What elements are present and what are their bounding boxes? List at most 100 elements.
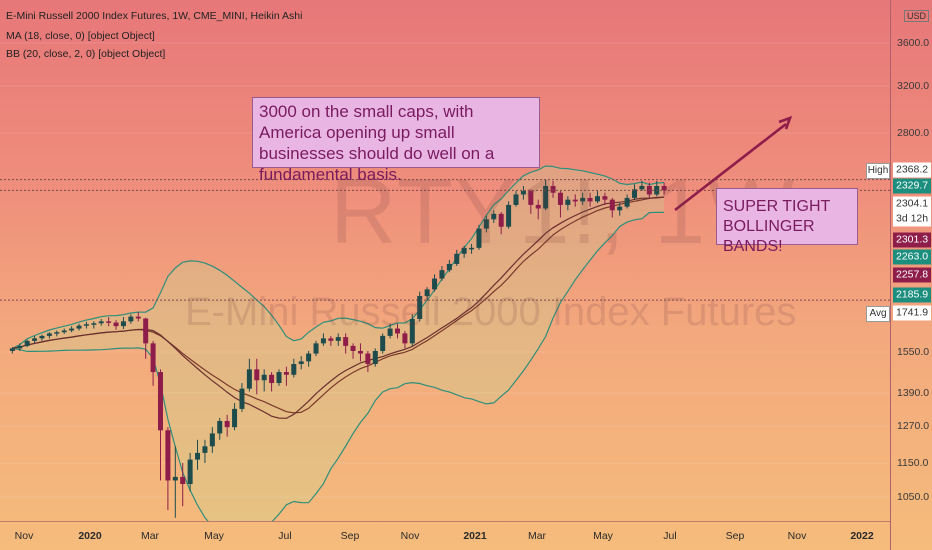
time-tick: May <box>204 530 224 542</box>
time-tick: 2022 <box>850 530 874 542</box>
candle-body <box>335 337 341 341</box>
price-tick: 3200.0 <box>897 80 930 92</box>
candle-body <box>609 199 615 211</box>
price-badge: 2257.8 <box>893 267 931 283</box>
candle-body <box>187 459 193 485</box>
time-tick: Mar <box>527 530 547 542</box>
candle-body <box>98 321 104 324</box>
candle-body <box>580 197 586 202</box>
price-pane[interactable]: RTY1!, 1W E-Mini Russell 2000 Index Futu… <box>0 0 890 521</box>
candle-body <box>239 388 245 409</box>
candle-body <box>439 270 445 279</box>
candle-body <box>343 337 349 346</box>
candle-body <box>224 420 230 428</box>
candle-body <box>54 332 60 334</box>
bb-legend[interactable]: BB (20, close, 2, 0) [object Object] <box>6 48 166 60</box>
candle-body <box>432 278 438 290</box>
price-tick: 1550.0 <box>897 346 930 358</box>
time-tick: Sep <box>340 530 360 542</box>
candle-body <box>424 289 430 297</box>
time-tick: Nov <box>14 530 34 542</box>
price-badge: 2301.3 <box>893 232 931 248</box>
price-tick: 2800.0 <box>897 127 930 139</box>
candle-body <box>639 185 645 190</box>
candle-body <box>113 322 119 327</box>
candle-body <box>106 321 112 323</box>
currency-label[interactable]: USD <box>904 10 930 22</box>
candle-body <box>483 219 489 229</box>
chart-title-legend[interactable]: E-Mini Russell 2000 Index Futures, 1W, C… <box>6 10 303 22</box>
candle-body <box>24 340 30 346</box>
candle-body <box>320 338 326 344</box>
candle-body <box>491 213 497 220</box>
candle-body <box>520 191 526 195</box>
candle-body <box>9 348 15 351</box>
candle-body <box>409 318 415 344</box>
candle-body <box>469 247 475 250</box>
candle-body <box>328 338 334 341</box>
candle-body <box>246 369 252 389</box>
candle-body <box>372 350 378 365</box>
candle-body <box>17 345 23 349</box>
candle-body <box>565 199 571 205</box>
candle-body <box>261 374 267 381</box>
time-tick: Sep <box>725 530 745 542</box>
price-badge: 2329.7 <box>893 178 931 194</box>
note-tight-bands[interactable]: SUPER TIGHT BOLLINGER BANDS! <box>716 188 858 255</box>
candle-body <box>506 204 512 227</box>
candle-body <box>135 316 141 319</box>
candle-body <box>128 316 134 322</box>
candle-body <box>291 364 297 375</box>
ma-legend[interactable]: MA (18, close, 0) [object Object] <box>6 30 155 42</box>
candle-body <box>550 185 556 193</box>
time-tick: May <box>593 530 613 542</box>
time-axis[interactable]: Nov 2020 Mar May Jul Sep Nov 2021 Mar Ma… <box>0 521 890 550</box>
candle-body <box>543 185 549 209</box>
candle-body <box>417 296 423 319</box>
price-tick: 1050.0 <box>897 491 930 503</box>
last-price-badge: 2304.1 <box>893 196 931 212</box>
time-tick: Nov <box>400 530 420 542</box>
price-badge: 2185.9 <box>893 287 931 303</box>
candle-body <box>387 328 393 336</box>
candle-body <box>32 338 38 341</box>
candle-body <box>454 253 460 264</box>
candle-body <box>180 476 186 485</box>
time-tick: 2020 <box>78 530 102 542</box>
candle-body <box>172 476 178 481</box>
time-tick: Mar <box>140 530 160 542</box>
candle-body <box>202 446 208 453</box>
candles <box>9 179 667 518</box>
candle-body <box>46 333 52 336</box>
candle-body <box>232 408 238 428</box>
candle-body <box>498 213 504 227</box>
bar-countdown-badge: 3d 12h <box>893 211 931 227</box>
note-fundamental[interactable]: 3000 on the small caps, with America ope… <box>252 97 540 184</box>
candle-body <box>587 197 593 202</box>
bollinger-lower-line <box>12 211 665 521</box>
candle-body <box>476 228 482 248</box>
candle-body <box>602 196 608 200</box>
candle-body <box>76 325 82 329</box>
arrow-head <box>778 115 793 130</box>
high-badge: 2368.2 <box>893 162 931 178</box>
avg-label: Avg <box>866 306 890 322</box>
candle-body <box>195 452 201 460</box>
candle-body <box>61 330 67 333</box>
candle-body <box>446 263 452 271</box>
candle-body <box>217 420 223 434</box>
price-tick: 1270.0 <box>897 420 930 432</box>
price-badge: 2263.0 <box>893 249 931 265</box>
candle-body <box>276 372 282 384</box>
candle-body <box>209 433 215 447</box>
price-axis[interactable]: USD 3600.0 3200.0 2800.0 1550.0 1390.0 1… <box>890 0 932 550</box>
price-tick: 1390.0 <box>897 387 930 399</box>
candle-body <box>535 204 541 209</box>
price-tick: 3600.0 <box>897 37 930 49</box>
candle-body <box>39 335 45 339</box>
candle-body <box>165 430 171 481</box>
candle-body <box>298 361 304 365</box>
candle-body <box>350 345 356 351</box>
candle-body <box>380 335 386 351</box>
candle-body <box>402 333 408 344</box>
